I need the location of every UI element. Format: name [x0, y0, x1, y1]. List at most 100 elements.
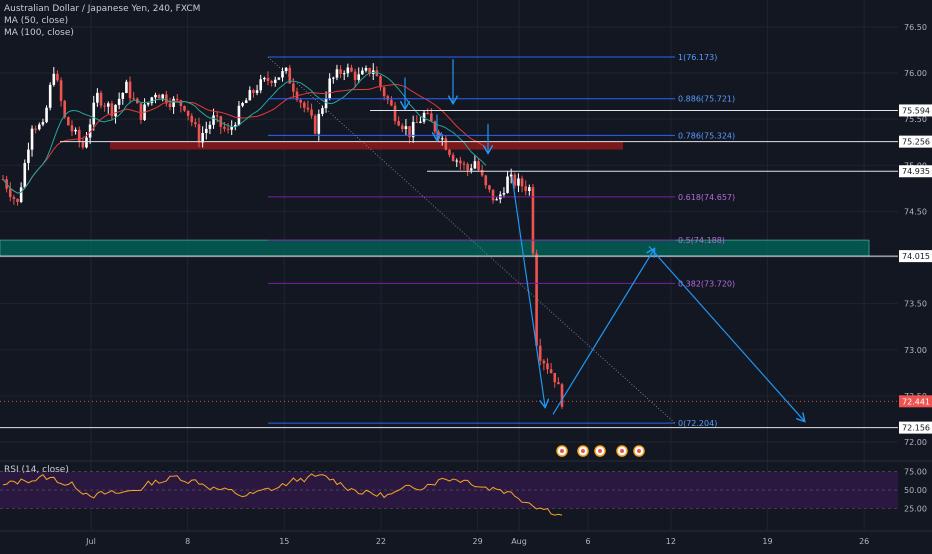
candle-body: [241, 103, 244, 106]
candle-body: [248, 90, 252, 101]
candle-body: [175, 98, 179, 101]
candle-body: [223, 126, 226, 129]
candle-body: [328, 78, 331, 99]
candle-body: [484, 175, 488, 186]
ma50-legend[interactable]: MA (50, close): [4, 16, 69, 26]
price-tick: 72.00: [904, 438, 927, 447]
candle-body: [382, 87, 386, 97]
candle-body: [277, 77, 281, 80]
support-zone: [0, 239, 870, 257]
candle-body: [85, 137, 88, 148]
candle-body: [92, 102, 96, 125]
time-tick: 15: [279, 537, 289, 546]
candle-body: [357, 74, 361, 80]
candle-body: [172, 98, 175, 108]
candle-body: [419, 121, 422, 123]
candle-body: [317, 113, 321, 134]
horizontal-levels: [0, 109, 898, 429]
candle-body: [136, 98, 139, 104]
rsi-tick: 75.00: [904, 468, 927, 477]
time-axis-bg: [0, 531, 932, 550]
candle-body: [528, 187, 531, 192]
candle-body: [477, 161, 480, 170]
grid-lines: [0, 0, 898, 530]
candle-body: [292, 83, 295, 92]
candle-body: [263, 77, 266, 80]
candle-body: [201, 132, 204, 143]
candle-body: [197, 124, 201, 143]
fib-levels: 1(76.173) 0.886(75.721) 0.786(75.324) 0.618…: [268, 53, 735, 428]
price-badge: [899, 395, 932, 408]
candle-body: [455, 160, 459, 162]
candle-body: [230, 126, 233, 130]
ma100-legend[interactable]: MA (100, close): [4, 28, 74, 38]
candle-body: [281, 71, 284, 78]
candle-body: [34, 128, 37, 130]
candle-body: [215, 115, 219, 117]
candle-body: [273, 79, 277, 83]
candle-body: [444, 138, 448, 150]
candle-body: [165, 94, 168, 104]
candle-body: [517, 178, 520, 186]
candle-body: [361, 70, 364, 75]
candle-body: [110, 103, 114, 117]
candle-body: [270, 80, 273, 83]
candle-body: [451, 154, 455, 162]
time-axis: Jul 8 15 22 29 Aug 6 12 19 26: [0, 530, 932, 550]
candle-body: [375, 70, 379, 77]
price-tick: 73.50: [904, 300, 927, 309]
price-badge: [899, 104, 932, 117]
fib-label: 0.618(74.657): [678, 193, 735, 202]
symbol-title[interactable]: Australian Dollar / Japanese Yen, 240, F…: [4, 4, 201, 14]
candle-body: [448, 149, 451, 155]
price-axis-bg: [898, 0, 932, 550]
candle-body: [106, 103, 110, 107]
rsi-band: [0, 471, 898, 509]
candle-body: [103, 105, 106, 107]
fib-label: 0(72.204): [678, 419, 717, 428]
candle-body: [513, 174, 517, 186]
candle-body: [63, 100, 67, 118]
candle-body: [266, 77, 270, 81]
candle-body: [386, 96, 390, 100]
candle-body: [426, 112, 429, 114]
price-badge: [899, 421, 932, 434]
price-tick: 76.50: [904, 23, 927, 32]
candle-body: [23, 163, 27, 188]
price-badge-label: 72.156: [902, 424, 930, 433]
candle-body: [557, 382, 560, 385]
candle-body: [208, 124, 212, 129]
time-tick: 8: [185, 537, 190, 546]
candle-body: [462, 163, 466, 165]
candle-body: [538, 345, 542, 361]
time-tick: 26: [859, 537, 869, 546]
fib-trend-line: [267, 56, 676, 424]
candle-body: [212, 115, 215, 125]
event-icon-dot: [637, 449, 641, 453]
candle-body: [546, 363, 549, 370]
candle-body: [99, 92, 103, 106]
price-tick: 75.50: [904, 115, 927, 124]
candle-body: [30, 128, 34, 150]
candle-body: [48, 84, 52, 108]
candle-body: [16, 198, 19, 202]
candle-body: [459, 160, 462, 164]
candle-body: [154, 94, 157, 98]
candle-body: [117, 98, 121, 105]
candle-body: [59, 80, 63, 101]
candle-body: [125, 81, 128, 94]
candle-body: [284, 67, 288, 72]
candle-body: [430, 113, 433, 122]
candle-body: [520, 178, 524, 187]
candle-body: [41, 122, 45, 125]
candle-body: [390, 99, 393, 106]
candle-body: [299, 99, 302, 103]
price-badge-label: 74.015: [902, 252, 930, 261]
candle-body: [157, 94, 161, 99]
candle-body: [342, 73, 346, 75]
fib-label: 0.886(75.721): [678, 95, 735, 104]
candle-body: [404, 126, 408, 130]
candle-body: [183, 105, 186, 111]
rsi-legend[interactable]: RSI (14, close): [4, 465, 69, 475]
